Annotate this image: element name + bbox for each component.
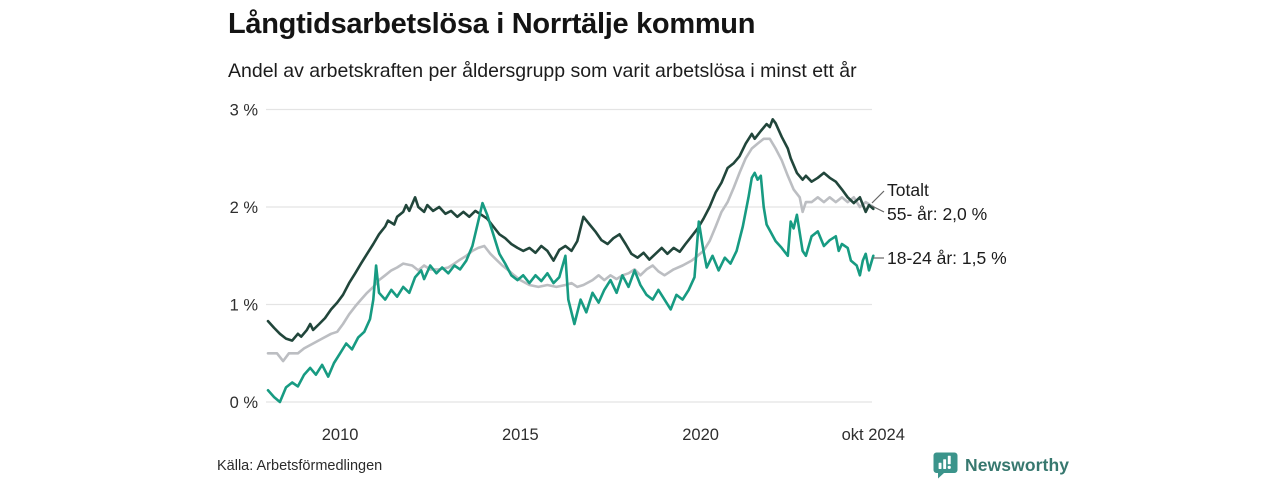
y-tick-label: 2 % bbox=[230, 199, 259, 217]
newsworthy-logo-icon bbox=[933, 452, 958, 479]
series-label: 18-24 år: 1,5 % bbox=[887, 248, 1007, 268]
series-line-age55 bbox=[266, 137, 875, 363]
x-tick-label: 2010 bbox=[322, 426, 359, 444]
series-label: Totalt bbox=[887, 180, 929, 200]
logo-bar-3 bbox=[947, 455, 951, 465]
source-note: Källa: Arbetsförmedlingen bbox=[217, 458, 383, 474]
series-line-age1824 bbox=[266, 171, 875, 404]
newsworthy-logo-text: Newsworthy bbox=[965, 455, 1070, 475]
logo-bar-1 bbox=[938, 462, 942, 469]
annotation-connector bbox=[871, 205, 885, 213]
y-tick-label: 1 % bbox=[230, 297, 259, 315]
series-label: 55- år: 2,0 % bbox=[887, 204, 987, 224]
x-tick-label: okt 2024 bbox=[842, 426, 905, 444]
x-tick-label: 2015 bbox=[502, 426, 539, 444]
logo-exclamation-dot bbox=[947, 465, 951, 469]
chart-title: Långtidsarbetslösa i Norrtälje kommun bbox=[228, 8, 756, 40]
chart-subtitle: Andel av arbetskraften per åldersgrupp s… bbox=[228, 60, 857, 82]
series-line-total bbox=[266, 118, 875, 342]
y-tick-label: 3 % bbox=[230, 102, 259, 120]
newsworthy-logo[interactable]: Newsworthy bbox=[933, 452, 1069, 479]
y-tick-label: 0 % bbox=[230, 394, 259, 412]
x-tick-label: 2020 bbox=[682, 426, 719, 444]
logo-bar-2 bbox=[943, 459, 947, 469]
annotation-connector bbox=[871, 190, 885, 204]
